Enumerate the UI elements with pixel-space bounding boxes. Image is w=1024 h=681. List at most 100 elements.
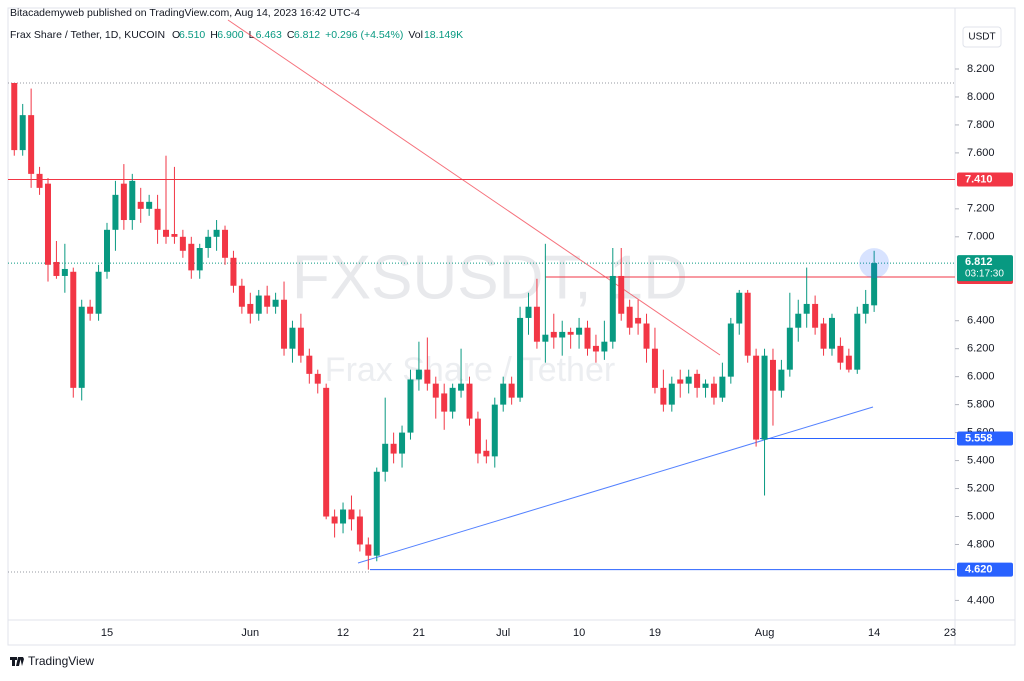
candle-body [744,292,751,356]
candle-body [112,194,119,230]
y-tick-label: 5.000 [967,510,995,522]
candle-body [542,334,549,342]
legend-value: 6.463 [256,29,282,41]
frame [7,7,1016,646]
candle-body [525,306,532,318]
legend-value: 18.149K [424,29,463,41]
candle-body [154,208,161,230]
candle-body [753,355,760,440]
candle-body [331,516,338,524]
y-tick-label: 5.200 [967,482,995,494]
y-tick-label: 8.200 [967,63,995,75]
y-tick-label: 6.000 [967,371,995,383]
candle-body [28,115,35,174]
candle-body [474,418,481,454]
candle-body [129,180,136,221]
candle-body [61,268,68,276]
candle-body [424,369,431,384]
candle-body [281,299,288,349]
y-tick-label: 5.800 [967,399,995,411]
price-label-bg [957,562,1013,577]
axes: 8.200 8.000 7.800 7.600 7.200 7.000 6.400 6.200… [101,63,1013,639]
candle-body [609,275,616,342]
candle-body [264,295,271,307]
legend-value: 6.812 [294,29,320,41]
candle-body [710,383,717,398]
currency-button[interactable] [962,26,1002,48]
candle-body [828,317,835,349]
candle-body [432,383,439,398]
watermark-name: Frax Share / Tether [325,351,615,389]
candle-body [862,303,869,314]
candle-body [845,355,852,370]
candle-body [769,359,776,391]
price-label: 7.410 [965,173,993,185]
candle-body [837,345,844,363]
legend-key: C [287,29,295,41]
candle-body [87,306,94,314]
candle-body [272,299,279,307]
candle-body [104,229,110,272]
candle-body [491,404,498,457]
candle-body [255,295,262,314]
candle-body [702,383,709,388]
y-tick-label: 7.200 [967,203,995,215]
legend-change: +0.296 (+4.54%) [325,29,403,41]
candle-body [533,306,540,342]
candle-body [213,229,220,237]
symbol: Frax Share / Tether, 1D, KUCOIN [10,29,165,41]
watermark-symbol: FXSUSDT, 1D [292,243,688,312]
candle-body [205,236,212,248]
candle-body [854,313,861,370]
candle-body [601,341,608,352]
candle-body [651,348,658,388]
candle-body [314,373,321,384]
candle-body [786,327,793,370]
candle-body [618,275,625,314]
candle-body [323,387,330,517]
candle-body [508,383,515,398]
candle-body [306,355,313,374]
candle-body [297,327,304,356]
candle-body [559,331,566,338]
candle-body [871,263,878,306]
candle-body [399,432,406,454]
y-tick-label: 4.400 [967,594,995,606]
candle-body [340,509,347,524]
legend-key: L [249,29,255,41]
trend-line [227,19,721,356]
candle-body [415,369,422,380]
candle-body [171,234,178,237]
candle-body [289,327,296,349]
candle-body [458,383,465,391]
publisher: Bitacademyweb published on TradingView.c… [10,7,360,19]
candle-body [517,317,524,398]
candle-body [660,387,667,405]
currency[interactable]: USDT [968,32,995,43]
candle-body [78,306,85,388]
candle-body [736,292,743,324]
candle-body [230,257,237,286]
legend-value: 6.900 [217,29,243,41]
candle-body [727,323,734,377]
candle-body [576,327,583,335]
candle-body [188,243,195,271]
candle-body [382,443,389,472]
x-tick-label: Jun [241,627,259,639]
candle-body [441,393,448,412]
price-label: 4.620 [965,564,993,576]
y-tick-label: 6.200 [967,343,995,355]
candle-body [778,369,785,391]
candle-body [466,383,473,419]
y-tick-label: 4.800 [967,538,995,550]
candle-body [19,115,26,151]
countdown: 03:17:30 [965,269,1004,280]
x-tick-label: 14 [868,627,880,639]
candle-body [677,379,684,384]
candle-body [592,345,599,352]
candle-body [500,383,507,405]
candle-body [820,323,827,349]
price-label-bg [957,172,1013,187]
candle-body [812,303,819,328]
